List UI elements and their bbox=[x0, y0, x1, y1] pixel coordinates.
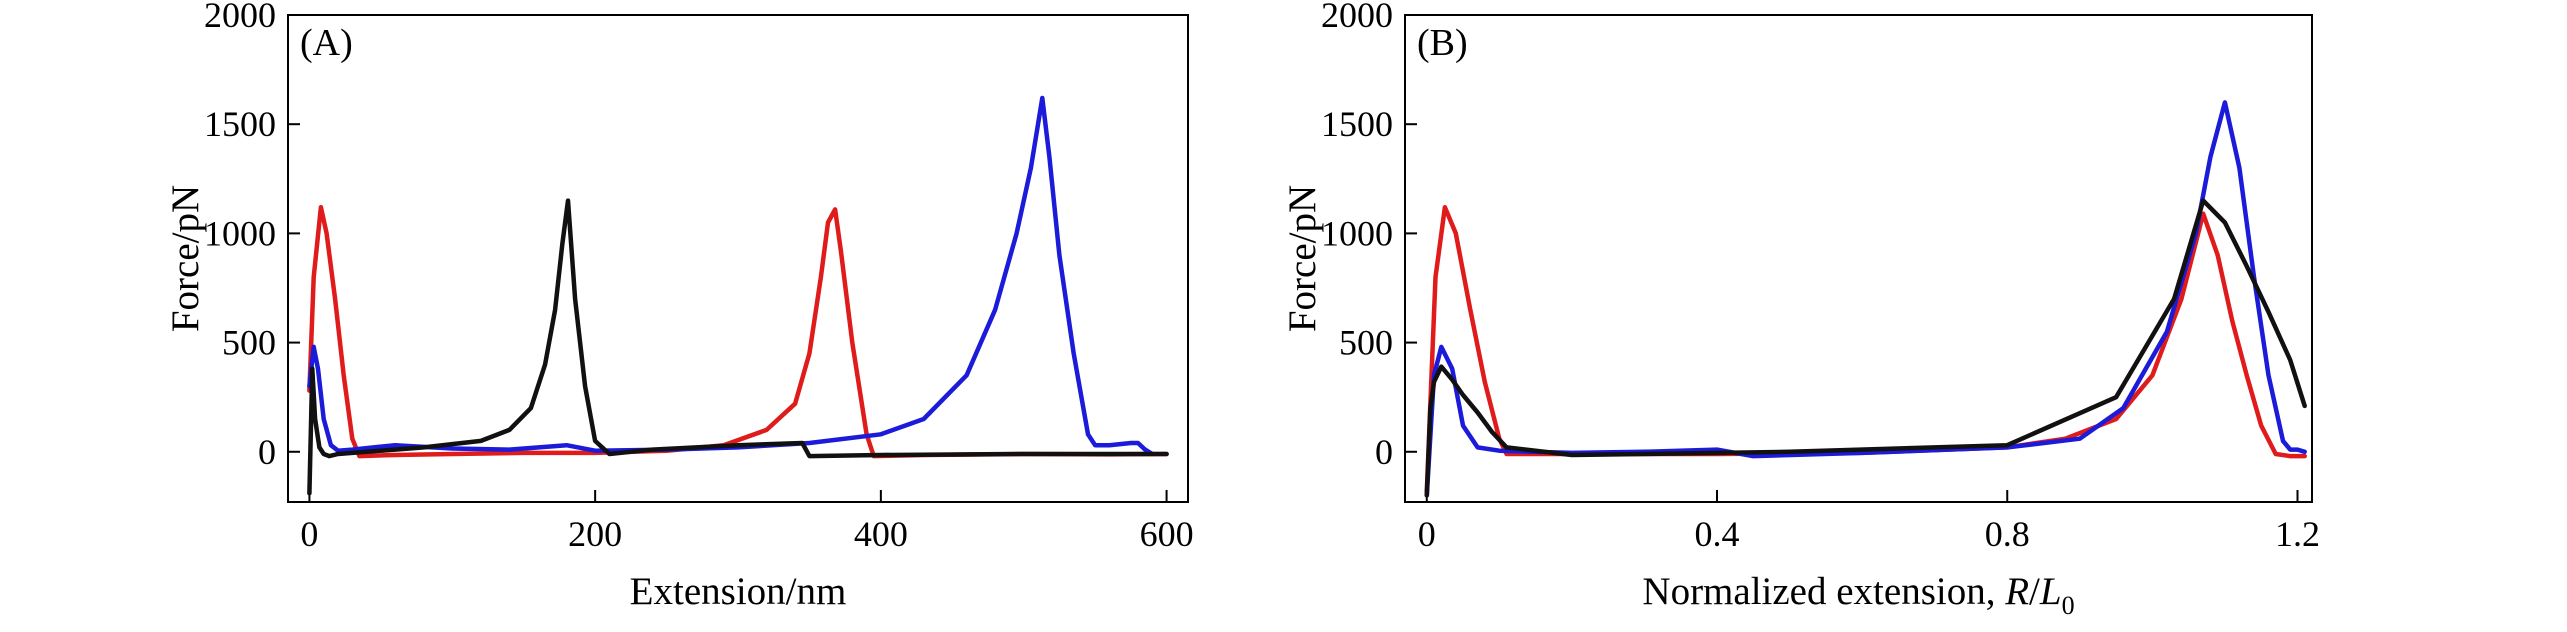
y-tick-label: 1000 bbox=[204, 213, 276, 253]
x-axis-title: Normalized extension, R/L0 bbox=[1642, 570, 2074, 620]
y-tick-label: 2000 bbox=[1321, 0, 1393, 35]
x-tick-label: 1.2 bbox=[2275, 514, 2320, 554]
x-axis-title-r: R bbox=[2004, 570, 2029, 613]
y-tick-label: 1000 bbox=[1321, 213, 1393, 253]
y-axis-title: Force/pN bbox=[164, 185, 207, 332]
x-axis-title-l: L bbox=[2039, 570, 2062, 613]
y-axis-title: Force/pN bbox=[1281, 185, 1324, 332]
x-axis-title: Extension/nm bbox=[630, 570, 847, 613]
x-tick-label: 400 bbox=[854, 514, 908, 554]
plot-frame bbox=[287, 14, 1189, 503]
x-axis-title-slash: / bbox=[2029, 570, 2040, 613]
y-tick-label: 0 bbox=[1375, 432, 1393, 472]
y-tick-label: 500 bbox=[1339, 323, 1393, 363]
chart-panel-b: 0 500 1000 1500 2000 0 0.4 0.8 1.2 (B) Force/pN Nor… bbox=[1281, 0, 2320, 620]
x-axis-title-subscript: 0 bbox=[2062, 591, 2075, 620]
series-line-2 bbox=[307, 198, 1169, 496]
x-tick-label: 0.8 bbox=[1985, 514, 2030, 554]
series-line-1 bbox=[307, 95, 1155, 457]
series-line-2 bbox=[1424, 198, 2307, 498]
chart-panel-a: 0 500 1000 1500 2000 0 200 400 600 (A) Force/pN Ext… bbox=[164, 0, 1194, 613]
x-tick-label: 600 bbox=[1140, 514, 1194, 554]
series-group bbox=[1424, 100, 2307, 498]
x-tick-label: 0.4 bbox=[1695, 514, 1740, 554]
x-tick-label: 200 bbox=[568, 514, 622, 554]
series-line-0 bbox=[307, 204, 1169, 459]
y-tick-label: 500 bbox=[222, 323, 276, 363]
x-axis-title-text: Normalized extension, bbox=[1642, 570, 2005, 613]
panel-label: (A) bbox=[300, 22, 353, 64]
x-tick-label: 0 bbox=[1418, 514, 1436, 554]
plot-frame bbox=[1404, 14, 2313, 503]
y-tick-label: 2000 bbox=[204, 0, 276, 35]
x-tick-label: 0 bbox=[300, 514, 318, 554]
y-tick-label: 1500 bbox=[1321, 104, 1393, 144]
series-line-1 bbox=[1424, 100, 2307, 498]
y-tick-label: 1500 bbox=[204, 104, 276, 144]
y-tick-label: 0 bbox=[258, 432, 276, 472]
panel-label: (B) bbox=[1417, 22, 1468, 64]
series-group bbox=[307, 95, 1169, 496]
